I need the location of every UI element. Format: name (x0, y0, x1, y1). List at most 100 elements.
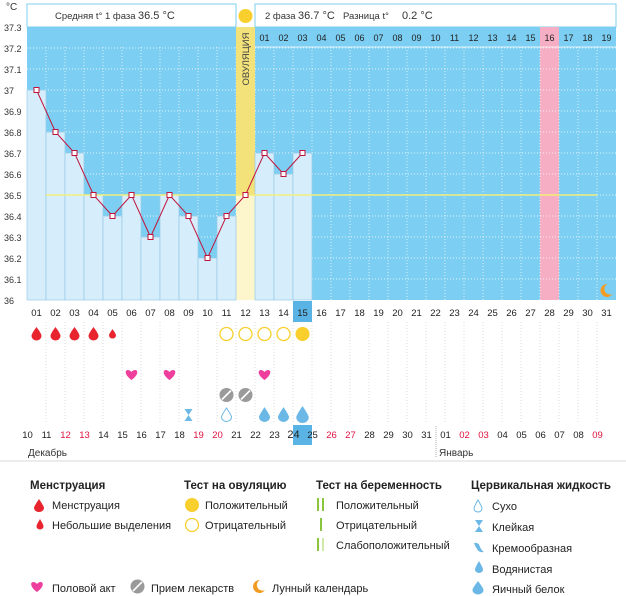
legend-cervical-title: Цервикальная жидкость (471, 480, 611, 492)
cycle-day-label: 13 (259, 308, 270, 319)
phase2-day-label: 10 (430, 33, 440, 43)
calendar-date-label: 23 (269, 430, 280, 441)
temperature-bar (178, 215, 199, 301)
calendar-date-label: 25 (307, 430, 318, 441)
cycle-day-label: 16 (316, 308, 327, 319)
cycle-day-label: 06 (126, 308, 137, 319)
highlight-day-column (540, 47, 559, 300)
y-tick-label: 36.9 (4, 107, 22, 117)
egg-white-drop-icon (472, 581, 484, 595)
ovulation-column-lower (236, 195, 255, 300)
y-tick-label: 36.2 (4, 254, 22, 264)
calendar-date-label: 20 (212, 430, 223, 441)
cycle-day-label: 07 (145, 308, 156, 319)
legend-spotting-label: Небольшие выделения (52, 520, 172, 532)
calendar-date-label: 28 (364, 430, 375, 441)
positive-test-sun-icon (185, 498, 199, 512)
phase2-day-label: 18 (582, 33, 592, 43)
temperature-bar (273, 173, 294, 301)
temperature-point (204, 255, 211, 261)
creamy-icon (474, 542, 484, 553)
temperature-bar (140, 236, 161, 301)
cycle-day-label: 23 (449, 308, 460, 319)
small-blood-drop-icon (36, 519, 44, 530)
negative-test-circle-icon (238, 326, 253, 342)
pill-icon (130, 579, 145, 594)
calendar-date-label: 21 (231, 430, 242, 441)
month-label-start: Декабрь (28, 447, 67, 459)
calendar-date-label: 26 (326, 430, 337, 441)
cycle-day-label: 29 (563, 308, 574, 319)
phase2-day-label: 09 (411, 33, 421, 43)
legend-cervical-eggwhite: Яичный белок (492, 584, 565, 596)
calendar-date-label: 06 (535, 430, 546, 441)
phase2-day-label: 19 (601, 33, 611, 43)
pregnancy-positive-icon (317, 498, 324, 511)
y-tick-label: 37.2 (4, 44, 22, 54)
calendar-date-label: 19 (193, 430, 204, 441)
cycle-day-label: 12 (240, 308, 251, 319)
cycle-day-label: 11 (222, 308, 232, 319)
cycle-day-label: 24 (468, 308, 479, 319)
phase2-day-label: 12 (468, 33, 478, 43)
calendar-date-label: 11 (42, 430, 52, 441)
pill-stripe (240, 389, 251, 401)
calendar-date-label: 30 (402, 430, 413, 441)
blood-drop-icon (34, 499, 44, 512)
temperature-point (33, 87, 40, 93)
ovulation-column (236, 27, 255, 195)
legend-intercourse-label: Половой акт (52, 583, 116, 595)
temperature-bar (64, 152, 85, 301)
cycle-day-label: 27 (525, 308, 536, 319)
legend-pregnancy-title: Тест на беременность (316, 480, 442, 492)
y-tick-label: 37.1 (4, 65, 22, 75)
temperature-bar (26, 89, 47, 301)
calendar-date-label: 04 (497, 430, 508, 441)
calendar-date-label: 31 (421, 430, 432, 441)
y-tick-label: 37 (4, 86, 14, 96)
cycle-day-label: 14 (278, 308, 289, 319)
y-tick-label: 36.8 (4, 128, 22, 138)
temperature-point (147, 234, 154, 240)
cycle-day-label: 17 (335, 308, 346, 319)
phase2-day-label: 11 (450, 33, 459, 43)
today-date-cell (293, 425, 312, 445)
blood-drop-icon (69, 327, 80, 341)
phase2-value: 36.7 °C (298, 10, 335, 22)
cycle-day-label: 03 (69, 308, 80, 319)
y-tick-label: 36.6 (4, 170, 22, 180)
phase2-day-label: 07 (373, 33, 383, 43)
sticky-icon (475, 520, 483, 532)
legend-cervical-dry: Сухо (492, 501, 517, 513)
temperature-point (90, 192, 97, 198)
temperature-bar (254, 152, 275, 301)
phase2-day-label: 03 (297, 33, 307, 43)
temperature-point (223, 213, 230, 219)
pregnancy-negative-icon (320, 518, 322, 531)
cycle-day-label: 20 (392, 308, 403, 319)
temperature-point (242, 192, 249, 198)
dry-drop-icon (220, 407, 233, 422)
calendar-date-label: 17 (155, 430, 166, 441)
temperature-point (166, 192, 173, 198)
phase2-day-label: 14 (506, 33, 516, 43)
pregnancy-faint-icon (317, 538, 324, 551)
negative-test-circle-icon (184, 517, 200, 533)
phase2-day-label: 01 (259, 33, 269, 43)
calendar-date-label: 03 (478, 430, 489, 441)
cycle-day-label: 18 (354, 308, 365, 319)
blood-drop-icon (109, 329, 116, 339)
phase2-day-label: 04 (316, 33, 326, 43)
heart-icon (163, 370, 176, 380)
calendar-date-label: 02 (459, 430, 470, 441)
cycle-day-label: 10 (202, 308, 213, 319)
calendar-date-label: 08 (573, 430, 584, 441)
dry-drop-icon (473, 499, 483, 513)
phase2-day-label: 05 (335, 33, 345, 43)
legend-cervical-sticky: Клейкая (492, 522, 535, 534)
calendar-date-label: 10 (22, 430, 33, 441)
cycle-day-label: 28 (544, 308, 555, 319)
diff-label: Разница t° (343, 11, 389, 22)
cycle-day-label: 01 (31, 308, 42, 319)
watery-drop-icon (475, 561, 483, 573)
